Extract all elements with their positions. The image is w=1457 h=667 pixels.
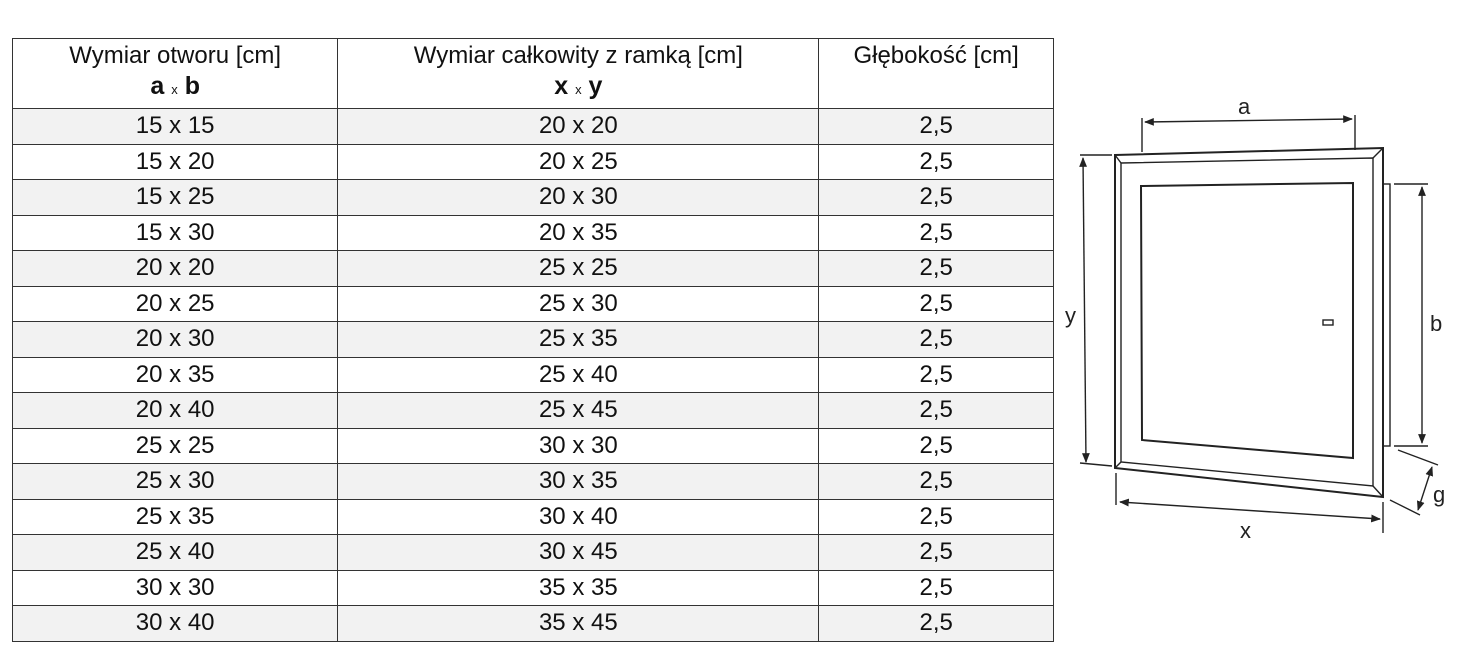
label-y: y	[1065, 303, 1076, 328]
label-a: a	[1238, 94, 1251, 119]
total-size-cell: 35 x 35	[337, 569, 820, 606]
depth-cell: 2,5	[818, 605, 1054, 642]
table-row: 25 x 35 30 x 40 2,5	[11, 498, 1054, 535]
total-size-cell: 25 x 40	[337, 356, 820, 393]
table-row: 25 x 30 30 x 35 2,5	[11, 463, 1054, 500]
header-label: Wymiar całkowity z ramką [cm]	[413, 42, 743, 69]
header-label: Głębokość [cm]	[853, 42, 1019, 69]
header-label: Wymiar otworu [cm]	[69, 42, 282, 69]
dimensions-table: Wymiar otworu [cm] a x b Wymiar całkowity…	[11, 38, 1054, 642]
depth-cell: 2,5	[818, 250, 1054, 287]
opening-size-cell: 25 x 30	[11, 463, 339, 500]
sub-x-dim: x	[554, 72, 569, 100]
header-opening: Wymiar otworu [cm] a x b	[11, 38, 339, 109]
depth-cell: 2,5	[818, 143, 1054, 180]
depth-cell: 2,5	[818, 498, 1054, 535]
opening-size-cell: 25 x 35	[11, 498, 339, 535]
table-row: 20 x 20 25 x 25 2,5	[11, 250, 1054, 287]
opening-size-cell: 25 x 40	[11, 534, 339, 571]
table-row: 25 x 25 30 x 30 2,5	[11, 427, 1054, 464]
opening-size-cell: 15 x 30	[11, 214, 339, 251]
header-sub: x x y	[338, 71, 818, 105]
depth-cell: 2,5	[818, 356, 1054, 393]
opening-size-cell: 20 x 25	[11, 285, 339, 322]
header-row: Wymiar otworu [cm] a x b Wymiar całkowity…	[11, 38, 1054, 109]
label-b: b	[1430, 311, 1442, 336]
total-size-cell: 25 x 35	[337, 321, 820, 358]
table-row: 30 x 40 35 x 45 2,5	[11, 605, 1054, 642]
header-depth: Głębokość [cm]	[818, 38, 1054, 109]
depth-cell: 2,5	[818, 534, 1054, 571]
total-size-cell: 30 x 35	[337, 463, 820, 500]
table-row: 15 x 30 20 x 35 2,5	[11, 214, 1054, 251]
opening-size-cell: 15 x 15	[11, 108, 339, 145]
frame-outline	[1114, 146, 1391, 499]
sub-b: b	[184, 72, 200, 100]
table-row: 15 x 20 20 x 25 2,5	[11, 143, 1054, 180]
total-size-cell: 20 x 35	[337, 214, 820, 251]
table-row: 15 x 15 20 x 20 2,5	[11, 108, 1054, 145]
sub-y-dim: y	[588, 72, 603, 100]
table-row: 20 x 40 25 x 45 2,5	[11, 392, 1054, 429]
sub-a: a	[150, 72, 165, 100]
opening-size-cell: 20 x 20	[11, 250, 339, 287]
opening-size-cell: 15 x 25	[11, 179, 339, 216]
header-sub: a x b	[13, 71, 337, 105]
total-size-cell: 35 x 45	[337, 605, 820, 642]
label-x: x	[1240, 518, 1251, 543]
header-total: Wymiar całkowity z ramką [cm] x x y	[337, 38, 820, 109]
opening-size-cell: 20 x 35	[11, 356, 339, 393]
opening-size-cell: 30 x 40	[11, 605, 339, 642]
table-row: 20 x 30 25 x 35 2,5	[11, 321, 1054, 358]
table-row: 20 x 25 25 x 30 2,5	[11, 285, 1054, 322]
total-size-cell: 30 x 45	[337, 534, 820, 571]
handle-icon	[1322, 319, 1334, 326]
opening-size-cell: 20 x 40	[11, 392, 339, 429]
depth-cell: 2,5	[818, 569, 1054, 606]
label-g: g	[1433, 482, 1445, 507]
total-size-cell: 25 x 30	[337, 285, 820, 322]
total-size-cell: 20 x 25	[337, 143, 820, 180]
sub-x: x	[171, 82, 178, 97]
total-size-cell: 20 x 20	[337, 108, 820, 145]
opening-size-cell: 25 x 25	[11, 427, 339, 464]
depth-cell: 2,5	[818, 392, 1054, 429]
dimension-lines	[1079, 115, 1439, 533]
total-size-cell: 20 x 30	[337, 179, 820, 216]
opening-size-cell: 20 x 30	[11, 321, 339, 358]
table-row: 25 x 40 30 x 45 2,5	[11, 534, 1054, 571]
depth-cell: 2,5	[818, 321, 1054, 358]
depth-cell: 2,5	[818, 179, 1054, 216]
total-size-cell: 25 x 25	[337, 250, 820, 287]
sub-x: x	[575, 82, 582, 97]
table-row: 15 x 25 20 x 30 2,5	[11, 179, 1054, 216]
depth-cell: 2,5	[818, 214, 1054, 251]
total-size-cell: 25 x 45	[337, 392, 820, 429]
depth-cell: 2,5	[818, 108, 1054, 145]
depth-cell: 2,5	[818, 285, 1054, 322]
table-row: 30 x 30 35 x 35 2,5	[11, 569, 1054, 606]
table-row: 20 x 35 25 x 40 2,5	[11, 356, 1054, 393]
